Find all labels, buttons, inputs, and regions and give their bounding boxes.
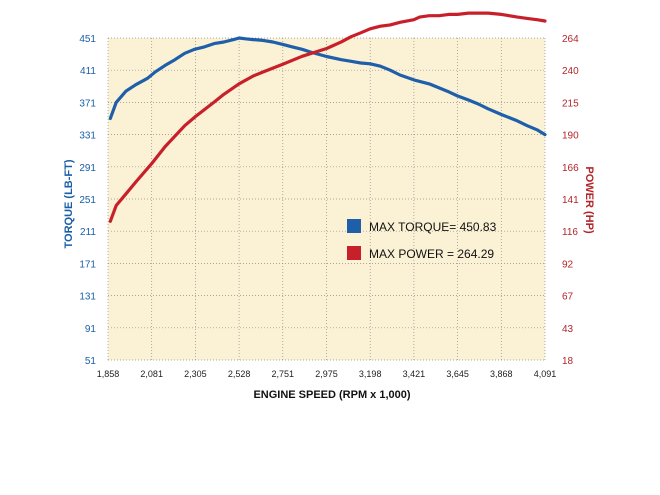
x-tick-label: 2,975 [315, 369, 338, 379]
x-axis-title: ENGINE SPEED (RPM x 1,000) [253, 389, 410, 401]
right-tick-label: 92 [562, 259, 574, 270]
legend-swatch-power [347, 246, 361, 260]
x-tick-label: 2,528 [228, 369, 251, 379]
x-tick-label: 2,305 [184, 369, 207, 379]
right-tick-label: 190 [562, 131, 579, 142]
x-axis-ticks: 1,858 2,081 2,305 2,528 2,751 2,975 3,198 3,421… [97, 369, 557, 379]
x-tick-label: 3,645 [446, 369, 469, 379]
right-axis-title: POWER (HP) [583, 166, 595, 234]
left-tick-label: 371 [79, 98, 96, 109]
left-axis-ticks: 451 411 371 331 291 251 211 171 131 91 51 [79, 34, 96, 367]
right-tick-label: 215 [562, 98, 579, 109]
x-tick-label: 2,751 [272, 369, 295, 379]
x-tick-label: 1,858 [97, 369, 120, 379]
right-tick-label: 240 [562, 66, 579, 77]
legend-label-torque: MAX TORQUE= 450.83 [369, 220, 497, 234]
left-tick-label: 451 [79, 34, 96, 45]
torque-series-line [108, 36, 547, 137]
left-tick-label: 171 [79, 259, 96, 270]
x-tick-label: 3,421 [403, 369, 426, 379]
right-tick-label: 166 [562, 163, 579, 174]
series-lines [108, 11, 547, 223]
right-axis-ticks: 264 240 215 190 166 141 116 92 67 43 18 [562, 34, 579, 367]
x-tick-label: 3,198 [359, 369, 382, 379]
power-series-line [108, 11, 547, 223]
left-tick-label: 131 [79, 292, 96, 303]
left-tick-label: 291 [79, 163, 96, 174]
right-tick-label: 67 [562, 292, 574, 303]
left-tick-label: 51 [85, 356, 97, 367]
x-tick-label: 2,081 [140, 369, 163, 379]
right-tick-label: 43 [562, 324, 574, 335]
right-tick-label: 116 [562, 227, 578, 238]
x-tick-label: 3,868 [490, 369, 513, 379]
grid [107, 37, 546, 361]
left-axis-title: TORQUE (LB-FT) [63, 159, 75, 248]
right-tick-label: 264 [562, 34, 579, 45]
legend: MAX TORQUE= 450.83 MAX POWER = 264.29 [347, 219, 497, 261]
left-tick-label: 251 [79, 195, 96, 206]
legend-swatch-torque [347, 219, 361, 233]
right-tick-label: 141 [562, 195, 579, 206]
left-tick-label: 211 [80, 227, 96, 238]
legend-label-power: MAX POWER = 264.29 [369, 247, 494, 261]
left-tick-label: 411 [80, 66, 96, 77]
left-tick-label: 331 [79, 131, 96, 142]
left-tick-label: 91 [85, 324, 97, 335]
x-tick-label: 4,091 [534, 369, 557, 379]
right-tick-label: 18 [562, 356, 574, 367]
